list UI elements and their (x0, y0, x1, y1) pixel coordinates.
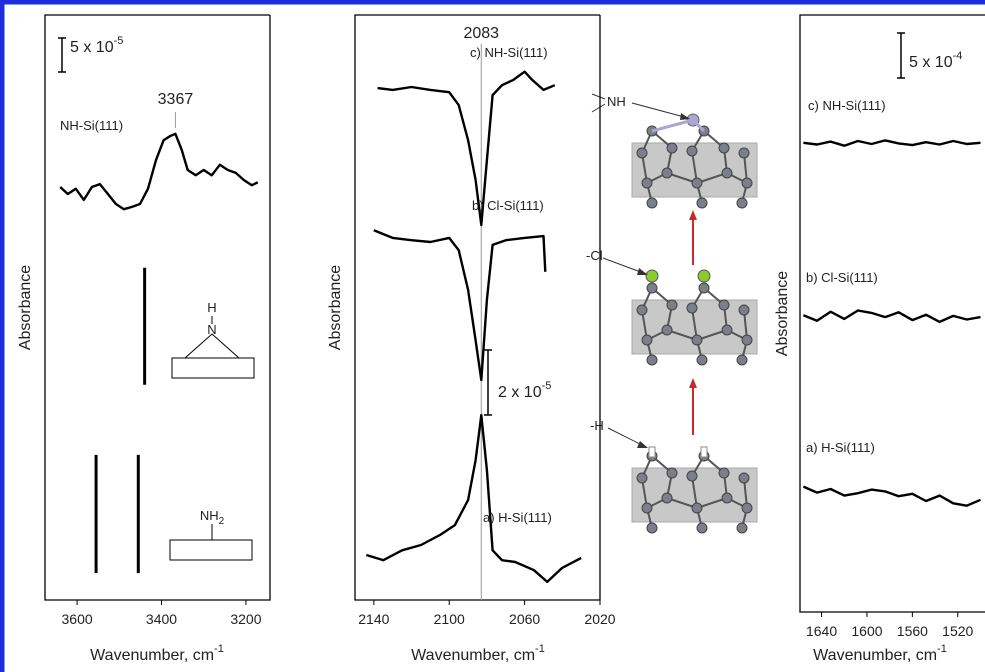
peak-label: 3367 (158, 91, 194, 108)
scale-label-sup: -5 (114, 35, 124, 47)
plot-frame (44, 14, 271, 601)
axis-label-text: Wavenumber, cm (90, 647, 214, 664)
series-label: b) Cl-Si(111) (806, 270, 878, 285)
x-tick-label: 1600 (851, 623, 882, 639)
scale-label-sup: -5 (542, 380, 552, 392)
inset-label: N (207, 322, 216, 337)
scale-label: 5 x 10-4 (909, 50, 962, 71)
y-axis-label: Absorbance (17, 265, 34, 350)
x-tick-label: 2020 (584, 611, 615, 627)
y-axis-label: Absorbance (327, 265, 344, 350)
series-label: a) H-Si(111) (806, 440, 875, 455)
plot-frame (354, 14, 601, 601)
x-tick-label: 1560 (897, 623, 928, 639)
scheme-label: -H (590, 418, 604, 433)
scale-bar (897, 32, 905, 79)
axis-label: Wavenumber, cm-1 (813, 643, 947, 664)
scale-label: 5 x 10-5 (70, 35, 123, 56)
series-label: c) NH-Si(111) (808, 98, 886, 113)
axis-label: Wavenumber, cm-1 (90, 643, 224, 664)
scheme: NH -Cl -H (586, 93, 758, 534)
x-tick-label: 1520 (942, 623, 973, 639)
axis-label-sup: -1 (214, 643, 224, 655)
scale-label-sup: -4 (953, 50, 963, 62)
spectrum (802, 309, 981, 324)
x-tick-label: 2100 (434, 611, 465, 627)
scale-bar (58, 37, 66, 73)
inset-bond (184, 316, 240, 359)
scheme-label: -Cl (586, 248, 603, 263)
axis-label-text: Wavenumber, cm (411, 647, 535, 664)
inset-label: H (207, 300, 216, 315)
x-tick-label: 3200 (230, 611, 261, 627)
series-label: c) NH-Si(111) (470, 45, 548, 60)
scale-label: 2 x 10-5 (498, 380, 551, 401)
inset-label: NH2 (200, 508, 225, 527)
scale-label-text: 5 x 10 (909, 54, 953, 71)
series-label: a) H-Si(111) (483, 510, 552, 525)
spectrum (377, 70, 556, 227)
scale-label-text: 5 x 10 (70, 39, 114, 56)
scale-bar (484, 349, 492, 416)
spectrum (365, 413, 582, 584)
inset-box (171, 357, 255, 379)
series-label: b) Cl-Si(111) (472, 198, 544, 213)
spectrum (803, 139, 981, 147)
spectrum (373, 229, 547, 382)
x-tick-label: 2140 (358, 611, 389, 627)
axis-label-sup: -1 (535, 643, 545, 655)
axis-label-text: Wavenumber, cm (813, 647, 937, 664)
plot-frame (799, 14, 985, 613)
scheme-label: NH (607, 94, 626, 109)
axis-label-sup: -1 (937, 643, 947, 655)
x-tick-label: 3400 (146, 611, 177, 627)
x-tick-label: 3600 (62, 611, 93, 627)
x-tick-label: 2060 (509, 611, 540, 627)
x-tick-label: 1640 (806, 623, 837, 639)
peak-label: 2083 (463, 25, 499, 42)
spectrum (59, 132, 259, 211)
series-label: NH-Si(111) (60, 118, 123, 133)
inset-box (169, 539, 253, 561)
inset-label-sub: 2 (219, 516, 225, 527)
spectrum (802, 485, 981, 507)
axis-label: Wavenumber, cm-1 (411, 643, 545, 664)
y-axis-label: Absorbance (774, 271, 791, 356)
inset-label-text: NH (200, 508, 219, 523)
scale-label-text: 2 x 10 (498, 384, 542, 401)
